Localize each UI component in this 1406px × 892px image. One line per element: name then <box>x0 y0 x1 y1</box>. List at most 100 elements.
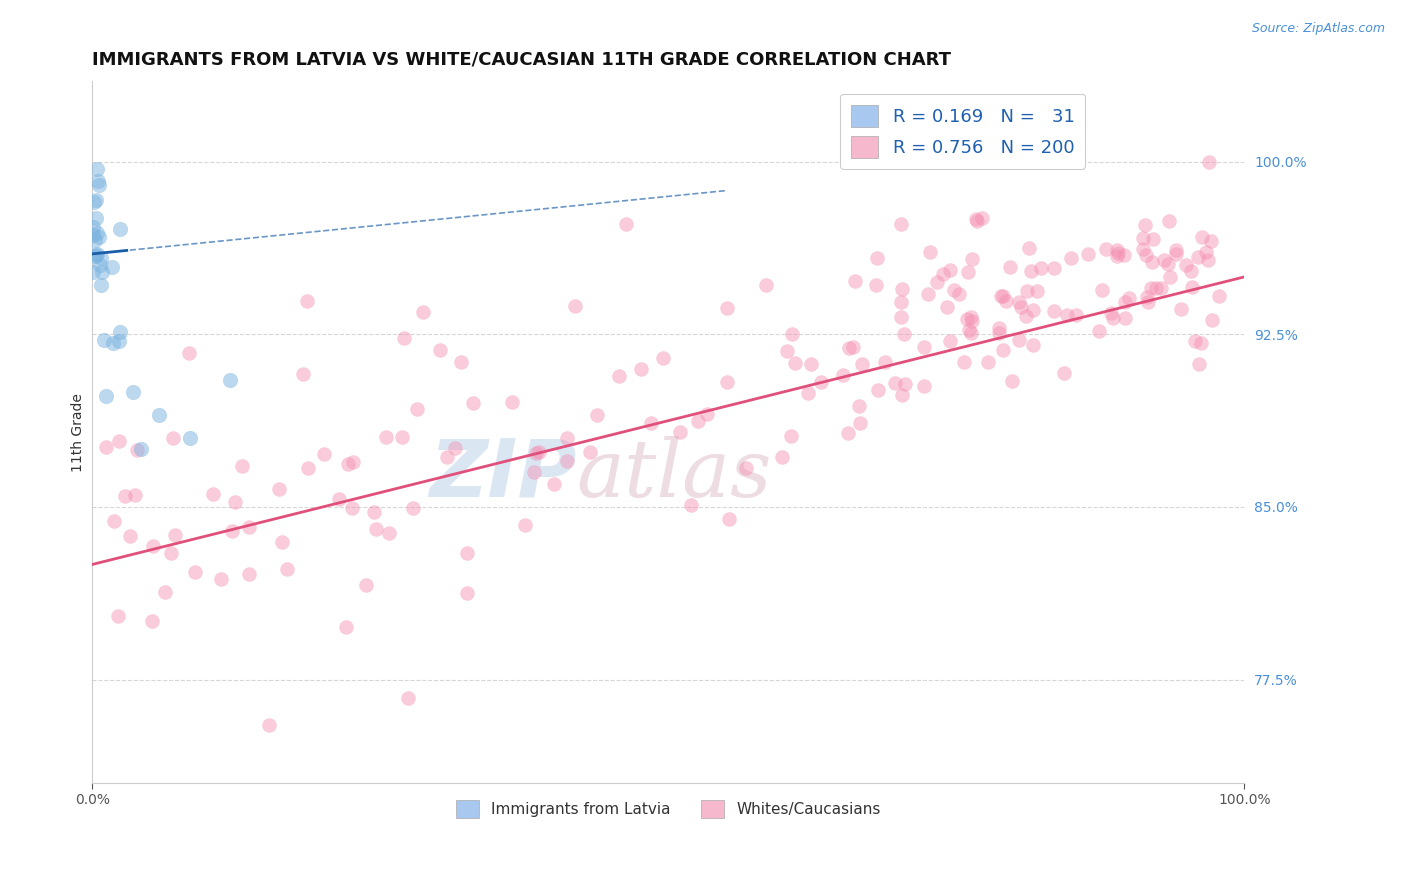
Point <box>849 416 872 430</box>
Point <box>1132 231 1154 245</box>
Point <box>1195 245 1218 260</box>
Point <box>297 461 319 475</box>
Point <box>84 193 107 207</box>
Point <box>1208 289 1230 303</box>
Point <box>1137 295 1160 310</box>
Point <box>312 447 335 461</box>
Point <box>734 461 756 475</box>
Point <box>184 565 207 579</box>
Point <box>107 609 129 624</box>
Point <box>291 367 314 381</box>
Point <box>925 275 948 289</box>
Point <box>456 585 478 599</box>
Point <box>1153 252 1175 267</box>
Point <box>295 293 318 308</box>
Point <box>891 282 914 296</box>
Point <box>94 389 117 403</box>
Point <box>129 442 152 457</box>
Point <box>1140 255 1163 269</box>
Point <box>796 385 818 400</box>
Point <box>86 248 108 262</box>
Point <box>1189 335 1212 350</box>
Point <box>366 522 388 536</box>
Point <box>893 377 915 392</box>
Point <box>866 384 889 398</box>
Point <box>841 340 863 354</box>
Point <box>943 283 966 297</box>
Point <box>456 546 478 560</box>
Point <box>957 323 980 337</box>
Point <box>1088 324 1111 338</box>
Point <box>1197 252 1219 267</box>
Point <box>1056 308 1078 322</box>
Point <box>936 300 959 314</box>
Point <box>238 567 260 582</box>
Point <box>1118 291 1140 305</box>
Point <box>1043 303 1066 318</box>
Point <box>848 399 870 413</box>
Point <box>391 430 413 444</box>
Text: ZIP: ZIP <box>429 435 576 513</box>
Point <box>86 161 108 176</box>
Point <box>844 274 866 288</box>
Point <box>121 384 143 399</box>
Point <box>1150 281 1173 295</box>
Point <box>108 222 131 236</box>
Point <box>276 562 298 576</box>
Point <box>1135 218 1157 232</box>
Point <box>1181 280 1204 294</box>
Point <box>891 388 914 402</box>
Point <box>450 355 472 369</box>
Point <box>938 334 960 349</box>
Point <box>201 487 224 501</box>
Point <box>688 414 710 428</box>
Point <box>991 343 1014 357</box>
Point <box>1199 234 1222 248</box>
Point <box>83 233 105 247</box>
Point <box>543 476 565 491</box>
Point <box>607 368 630 383</box>
Point <box>987 320 1010 334</box>
Point <box>962 252 984 267</box>
Point <box>82 228 104 243</box>
Point <box>998 260 1021 274</box>
Point <box>1022 303 1045 318</box>
Point <box>527 445 550 459</box>
Point <box>970 211 993 226</box>
Point <box>779 429 801 443</box>
Point <box>1008 294 1031 309</box>
Point <box>328 492 350 507</box>
Point <box>782 327 804 342</box>
Point <box>87 174 110 188</box>
Point <box>429 343 451 358</box>
Point <box>209 572 232 586</box>
Point <box>1139 281 1161 295</box>
Point <box>1159 270 1181 285</box>
Point <box>1164 247 1187 261</box>
Point <box>219 373 242 387</box>
Point <box>163 527 186 541</box>
Point <box>785 356 807 370</box>
Point <box>866 251 889 265</box>
Point <box>221 524 243 538</box>
Point <box>179 431 201 445</box>
Point <box>681 498 703 512</box>
Point <box>354 578 377 592</box>
Point <box>640 416 662 430</box>
Point <box>838 342 860 356</box>
Point <box>1107 248 1129 262</box>
Point <box>1132 242 1154 256</box>
Point <box>918 244 941 259</box>
Point <box>837 425 859 440</box>
Point <box>960 326 983 341</box>
Text: atlas: atlas <box>576 435 772 513</box>
Point <box>1184 334 1206 349</box>
Point <box>412 304 434 318</box>
Point <box>342 501 364 516</box>
Point <box>912 339 935 353</box>
Point <box>1107 245 1129 260</box>
Point <box>1187 251 1209 265</box>
Point <box>271 535 294 549</box>
Point <box>160 546 183 560</box>
Point <box>755 278 778 293</box>
